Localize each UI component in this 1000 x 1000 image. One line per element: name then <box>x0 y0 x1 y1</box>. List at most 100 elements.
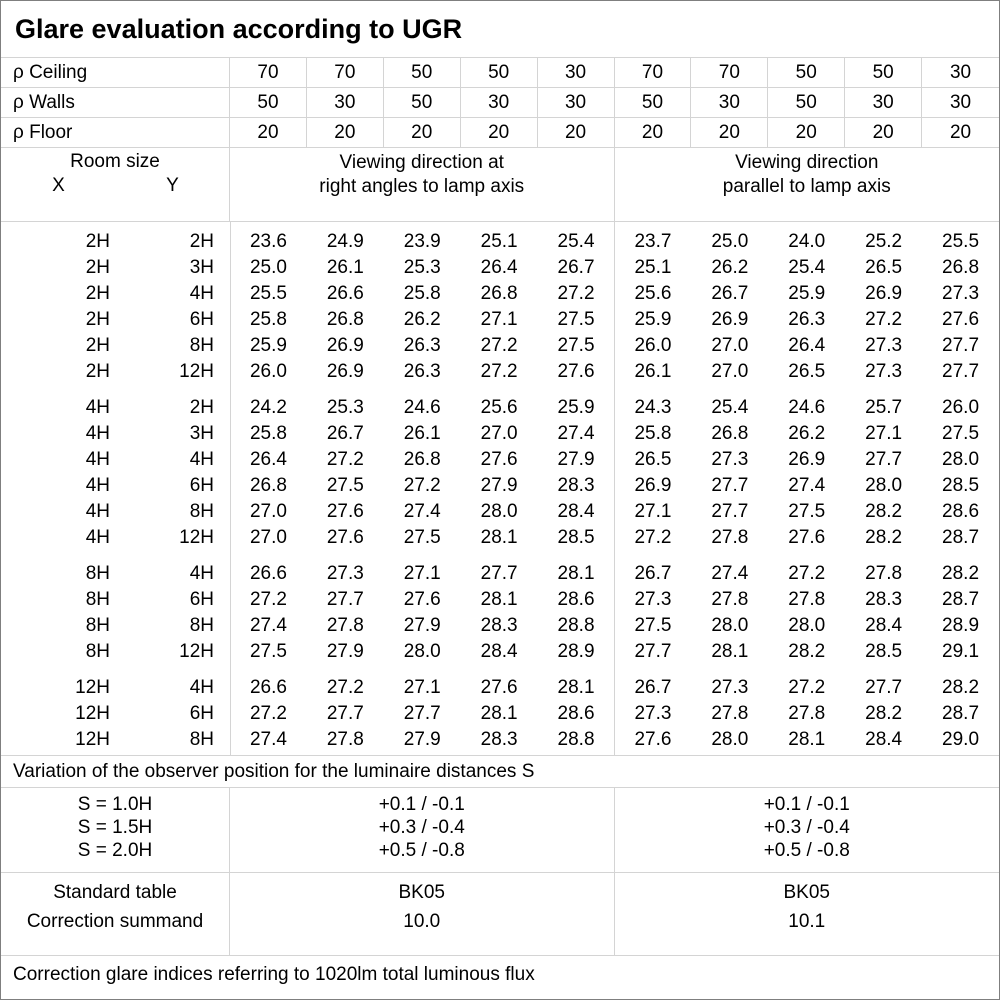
room-size-y-value: 4H <box>189 563 214 584</box>
ugr-value: 28.0 <box>865 475 903 496</box>
reflectance-row: ρ Ceiling 70 70 50 50 30 70 70 50 50 30 <box>1 58 999 88</box>
ugr-value: 27.9 <box>480 475 518 496</box>
ugr-value: 27.9 <box>326 641 364 662</box>
room-size-x-value: 12H <box>75 703 110 724</box>
s-correction-value: +0.5 / -0.8 <box>378 840 465 861</box>
ugr-value: 28.0 <box>711 729 749 750</box>
ugr-value: 27.5 <box>942 423 980 444</box>
ugr-value: 26.3 <box>403 361 441 382</box>
ugr-value: 27.7 <box>634 641 672 662</box>
ugr-value: 27.6 <box>480 449 518 470</box>
observer-variation-section: S = 1.0H S = 1.5H S = 2.0H +0.1 / -0.1 +… <box>1 788 999 873</box>
room-size-y-value: 8H <box>189 729 214 750</box>
ugr-value: 27.8 <box>326 615 364 636</box>
reflectance-value: 30 <box>949 61 972 83</box>
ugr-value: 25.9 <box>557 397 595 418</box>
ugr-value: 25.0 <box>711 231 749 252</box>
group-header-parallel: Viewing direction parallel to lamp axis <box>615 148 1000 221</box>
reflectance-value: 20 <box>949 121 972 143</box>
ugr-value: 28.5 <box>557 527 595 548</box>
reflectance-row-label: ρ Ceiling <box>1 58 230 87</box>
ugr-value: 27.7 <box>326 703 364 724</box>
ugr-value: 26.4 <box>788 335 826 356</box>
ugr-value: 27.6 <box>326 501 364 522</box>
ugr-value: 28.5 <box>942 475 980 496</box>
ugr-value: 28.3 <box>480 615 518 636</box>
ugr-value: 27.3 <box>711 449 749 470</box>
column-divider <box>230 222 231 755</box>
s-correction-value: +0.1 / -0.1 <box>763 794 850 815</box>
ugr-value: 28.2 <box>942 563 980 584</box>
ugr-value: 26.9 <box>865 283 903 304</box>
ugr-value: 27.5 <box>557 309 595 330</box>
ugr-value: 25.0 <box>249 257 287 278</box>
reflectance-value: 20 <box>538 118 615 147</box>
ugr-value: 27.7 <box>865 449 903 470</box>
ugr-value: 26.6 <box>249 677 287 698</box>
ugr-table-row: 2H 6H 25.8 26.8 26.2 27.1 27.5 25.9 26.9 26.3 27.2… <box>1 307 999 333</box>
room-size-y-value: 3H <box>189 423 214 444</box>
ugr-value: 27.4 <box>557 423 595 444</box>
ugr-value: 26.8 <box>249 475 287 496</box>
ugr-value: 27.2 <box>634 527 672 548</box>
ugr-value: 26.7 <box>326 423 364 444</box>
room-size-x-value: 8H <box>85 641 110 662</box>
ugr-value: 27.1 <box>480 309 518 330</box>
ugr-value: 27.0 <box>711 335 749 356</box>
room-size-y-value: 4H <box>189 283 214 304</box>
ugr-value: 27.4 <box>249 729 287 750</box>
ugr-value: 28.1 <box>711 641 749 662</box>
ugr-table-row: 4H 12H 27.0 27.6 27.5 28.1 28.5 27.2 27.8 27.6 28.… <box>1 525 999 551</box>
ugr-value: 27.9 <box>403 729 441 750</box>
ugr-value: 27.6 <box>942 309 980 330</box>
ugr-value: 27.6 <box>634 729 672 750</box>
ugr-value: 27.3 <box>865 361 903 382</box>
ugr-value: 27.3 <box>942 283 980 304</box>
group-header-line: Viewing direction <box>735 152 879 173</box>
room-size-y-value: 3H <box>189 257 214 278</box>
ugr-value: 25.9 <box>249 335 287 356</box>
ugr-value: 26.9 <box>788 449 826 470</box>
ugr-table-row: 2H 3H 25.0 26.1 25.3 26.4 26.7 25.1 26.2 25.4 26.5… <box>1 255 999 281</box>
ugr-value: 27.8 <box>711 589 749 610</box>
ugr-data-area: 2H 2H 23.6 24.9 23.9 25.1 25.4 23.7 25.0 24.0 25.2… <box>1 222 999 756</box>
ugr-value: 27.0 <box>711 361 749 382</box>
room-size-y-value: 12H <box>179 641 214 662</box>
ugr-value: 27.7 <box>942 361 980 382</box>
ugr-value: 26.6 <box>326 283 364 304</box>
ugr-value: 27.6 <box>480 677 518 698</box>
group-header-line: parallel to lamp axis <box>722 176 891 197</box>
ugr-value: 27.8 <box>865 563 903 584</box>
ugr-value: 28.8 <box>557 729 595 750</box>
ugr-value: 27.2 <box>480 361 518 382</box>
ugr-value: 28.2 <box>942 677 980 698</box>
ugr-value: 27.8 <box>326 729 364 750</box>
ugr-value: 28.1 <box>480 703 518 724</box>
ugr-value: 24.6 <box>403 397 441 418</box>
room-size-x-value: 12H <box>75 677 110 698</box>
reflectance-value: 50 <box>768 58 846 87</box>
ugr-value: 26.5 <box>865 257 903 278</box>
ugr-value: 25.2 <box>865 231 903 252</box>
ugr-value: 27.4 <box>788 475 826 496</box>
ugr-value: 27.1 <box>403 677 441 698</box>
ugr-value: 28.6 <box>557 589 595 610</box>
standard-table-value: BK05 <box>398 882 445 903</box>
reflectance-value: 50 <box>615 88 692 117</box>
reflectance-value: 20 <box>615 118 692 147</box>
room-size-x-value: 2H <box>85 283 110 304</box>
ugr-value: 26.9 <box>634 475 672 496</box>
summary-labels: Standard table Correction summand <box>1 873 230 955</box>
ugr-value: 28.9 <box>942 615 980 636</box>
room-size-y-value: 6H <box>189 589 214 610</box>
ugr-value: 27.7 <box>326 589 364 610</box>
room-size-y-value: 12H <box>179 527 214 548</box>
ugr-value: 26.1 <box>634 361 672 382</box>
ugr-table-row: 4H 4H 26.4 27.2 26.8 27.6 27.9 26.5 27.3 26.9 27.7… <box>1 447 999 473</box>
ugr-value: 26.5 <box>788 361 826 382</box>
ugr-value: 28.0 <box>480 501 518 522</box>
reflectance-value: 30 <box>307 88 384 117</box>
ugr-value: 27.3 <box>634 589 672 610</box>
room-size-label: Room size <box>70 151 160 172</box>
